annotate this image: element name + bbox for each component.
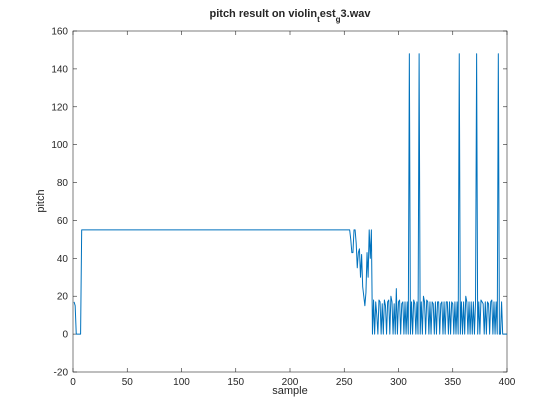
x-tick-label: 250 [336,377,353,388]
data-line [73,53,507,335]
x-tick-label: 200 [282,377,299,388]
y-axis-label: pitch [35,189,47,212]
y-tick-label: -20 [54,368,69,379]
x-tick-label: 0 [70,377,76,388]
chart-title: pitch result on violintestg3.wav [210,8,372,24]
x-tick-label: 150 [227,377,244,388]
y-tick-label: 0 [62,330,68,341]
x-tick-label: 300 [390,377,407,388]
title-part: pitch result on violin [210,8,318,20]
title-part: 3.wav [341,8,372,20]
x-tick-label: 350 [444,377,461,388]
x-tick-label: 400 [499,377,516,388]
y-tick-label: 40 [57,254,69,265]
title-part: est [320,8,336,20]
x-tick-label: 50 [122,377,134,388]
title-part: g [336,15,341,24]
y-tick-label: 160 [51,27,68,38]
y-tick-label: 140 [51,64,68,75]
y-tick-label: 100 [51,140,68,151]
title-part: t [317,15,320,24]
y-tick-label: 20 [57,292,69,303]
x-axis-label: sample [272,385,307,397]
axes-box [72,30,508,373]
y-tick-label: 80 [57,178,69,189]
y-tick-label: 60 [57,216,69,227]
y-tick-label: 120 [51,102,68,113]
x-tick-label: 100 [173,377,190,388]
